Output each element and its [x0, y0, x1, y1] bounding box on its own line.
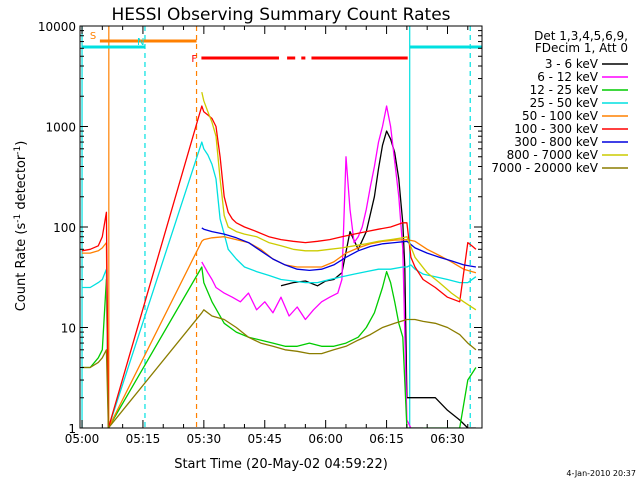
x-tick-label-5: 06:15 [369, 432, 404, 446]
y-tick-label-2: 100 [53, 221, 76, 235]
legend-label-7: 800 - 7000 keV [507, 148, 599, 162]
chart-title: HESSI Observing Summary Count Rates [111, 5, 450, 25]
x-tick-label-6: 06:30 [430, 432, 465, 446]
y-tick-label-1: 10 [61, 322, 76, 336]
series-line-2 [82, 266, 477, 428]
series-line-8 [82, 309, 477, 428]
legend-label-5: 100 - 300 keV [514, 122, 598, 136]
x-axis-label: Start Time (20-May-02 04:59:22) [174, 457, 388, 472]
y-axis-label-mid: detector [14, 154, 29, 214]
legend-label-1: 6 - 12 keV [537, 70, 599, 84]
legend-label-3: 25 - 50 keV [530, 96, 599, 110]
series-line-4 [82, 236, 477, 428]
flag-label-S-0: S [90, 31, 96, 42]
series-line-6 [201, 227, 477, 272]
y-tick-label-3: 1000 [45, 121, 76, 135]
plot-area: S N F [81, 26, 482, 428]
series-line-3 [82, 141, 477, 428]
series-line-7 [201, 91, 477, 311]
footer-date: 4-Jan-2010 20:37 [566, 469, 636, 478]
plot-clip-group [81, 26, 482, 428]
y-axis-label-sup1: -1 [13, 214, 23, 223]
y-axis-label-main: Count Rate (s [14, 223, 29, 312]
legend-label-6: 300 - 800 keV [514, 135, 598, 149]
legend-label-4: 50 - 100 keV [522, 109, 599, 123]
legend-label-0: 3 - 6 keV [545, 57, 599, 71]
y-tick-label-4: 10000 [38, 20, 76, 34]
y-axis-label: Count Rate (s-1 detector-1) [13, 141, 29, 312]
legend-header-0: Det 1,3,4,5,6,9, [534, 29, 628, 43]
plot-frame [79, 25, 483, 429]
x-tick-label-3: 05:45 [247, 432, 282, 446]
legend-label-8: 7000 - 20000 keV [491, 161, 598, 175]
series-line-5 [81, 105, 477, 428]
flag-label-N-1: N [137, 37, 144, 48]
x-tick-label-1: 05:15 [126, 432, 161, 446]
flag-label-F-3: F [191, 54, 197, 65]
legend: Det 1,3,4,5,6,9,FDecim 1, Att 0 3 - 6 keV… [491, 29, 628, 175]
x-tick-label-4: 06:00 [308, 432, 343, 446]
axes: 05:00 05:15 05:30 05:45 06:00 06:15 06:30 1 10 10… [38, 20, 483, 446]
y-axis-label-sup2: -1 [13, 146, 23, 155]
y-axis-label-end: ) [14, 141, 29, 146]
legend-header-1: FDecim 1, Att 0 [535, 41, 628, 55]
legend-label-2: 12 - 25 keV [530, 83, 599, 97]
x-tick-label-0: 05:00 [65, 432, 100, 446]
series-line-0 [280, 130, 476, 428]
series-line-1 [201, 105, 424, 428]
y-tick-label-0: 1 [68, 422, 76, 436]
x-tick-label-2: 05:30 [187, 432, 222, 446]
